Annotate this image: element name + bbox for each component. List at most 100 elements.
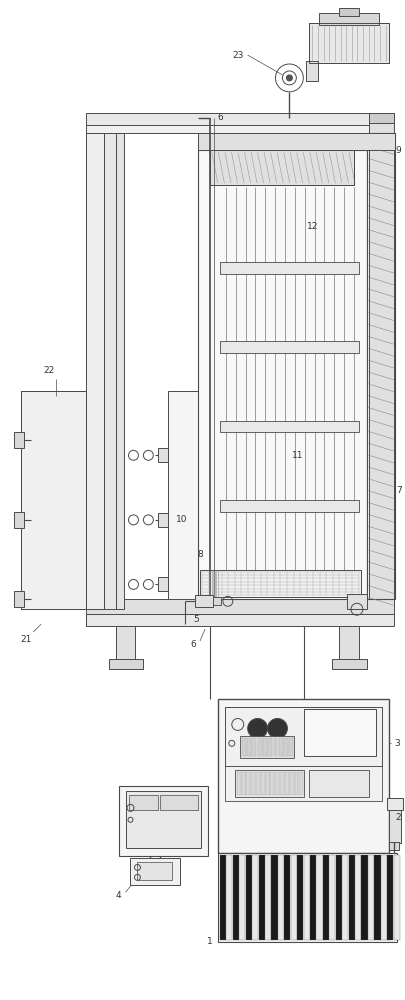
Bar <box>210 150 354 185</box>
Bar <box>355 855 361 940</box>
Circle shape <box>268 718 288 738</box>
Bar <box>198 150 367 599</box>
Bar <box>220 262 359 274</box>
Text: 8: 8 <box>197 550 203 559</box>
Bar <box>265 855 271 940</box>
Bar <box>297 855 303 940</box>
Bar <box>119 786 208 856</box>
Bar <box>271 772 275 795</box>
Bar <box>266 772 270 795</box>
Bar <box>126 791 201 848</box>
Bar <box>195 595 213 607</box>
Bar <box>239 855 245 940</box>
Bar <box>381 855 387 940</box>
Bar <box>246 772 250 795</box>
Bar <box>86 599 394 614</box>
Bar <box>225 707 382 766</box>
Bar <box>336 855 342 940</box>
Bar <box>294 772 298 795</box>
Bar <box>369 113 394 123</box>
Bar <box>158 448 168 462</box>
Bar <box>362 855 368 940</box>
Bar <box>104 133 115 609</box>
Bar <box>137 862 172 880</box>
Text: 5: 5 <box>193 615 199 624</box>
Bar <box>21 391 86 609</box>
Bar <box>389 808 401 843</box>
Bar <box>309 770 369 797</box>
Text: 9: 9 <box>396 146 401 155</box>
Bar <box>323 855 329 940</box>
Bar <box>263 738 267 756</box>
Bar <box>290 738 293 756</box>
Bar <box>86 133 104 609</box>
Bar <box>245 855 252 940</box>
Bar <box>258 855 264 940</box>
Bar <box>389 842 399 850</box>
Bar <box>387 855 393 940</box>
Bar <box>168 391 198 609</box>
Bar <box>242 738 246 756</box>
Bar <box>284 855 290 940</box>
Bar <box>258 738 262 756</box>
Bar <box>306 61 318 81</box>
Bar <box>86 125 394 133</box>
Bar <box>332 659 367 669</box>
Bar <box>251 772 255 795</box>
Bar <box>115 133 124 609</box>
Text: 7: 7 <box>396 486 401 495</box>
Bar <box>273 738 277 756</box>
Text: 2: 2 <box>396 813 401 822</box>
Bar <box>218 699 389 853</box>
Bar <box>278 855 284 940</box>
Bar <box>158 577 168 591</box>
Text: 21: 21 <box>21 635 32 644</box>
Bar <box>268 738 272 756</box>
Bar <box>291 855 297 940</box>
Text: 3: 3 <box>394 739 400 748</box>
Bar <box>21 391 86 609</box>
Text: 11: 11 <box>292 451 303 460</box>
Bar <box>247 738 251 756</box>
Text: 22: 22 <box>43 366 55 375</box>
Bar <box>349 855 355 940</box>
Bar <box>218 853 396 942</box>
Bar <box>304 855 310 940</box>
Bar <box>316 855 323 940</box>
Bar <box>213 597 221 605</box>
Bar <box>329 855 335 940</box>
Bar <box>367 133 395 599</box>
Circle shape <box>248 718 268 738</box>
Bar <box>200 570 361 597</box>
Bar <box>279 738 283 756</box>
Bar <box>256 772 260 795</box>
Bar <box>220 500 359 512</box>
Text: 10: 10 <box>177 515 188 524</box>
Bar <box>233 855 239 940</box>
Text: 6: 6 <box>190 640 196 649</box>
Bar <box>304 709 376 756</box>
Bar <box>210 150 354 185</box>
Bar <box>299 772 303 795</box>
Bar <box>374 855 381 940</box>
Text: 12: 12 <box>307 222 318 231</box>
Text: 1: 1 <box>207 937 213 946</box>
Bar <box>290 772 294 795</box>
Bar <box>86 113 394 125</box>
Bar <box>347 594 367 609</box>
Bar <box>252 855 258 940</box>
Bar <box>198 133 395 150</box>
Bar <box>128 795 158 810</box>
Bar <box>158 513 168 527</box>
Text: 6: 6 <box>217 113 223 122</box>
Bar <box>240 736 294 758</box>
Bar <box>387 798 403 810</box>
Bar <box>109 659 143 669</box>
Bar <box>309 23 389 63</box>
Bar <box>319 13 379 25</box>
Bar <box>309 23 389 63</box>
Bar <box>284 738 288 756</box>
Bar <box>252 738 256 756</box>
Bar <box>14 432 24 448</box>
Bar <box>339 626 359 661</box>
